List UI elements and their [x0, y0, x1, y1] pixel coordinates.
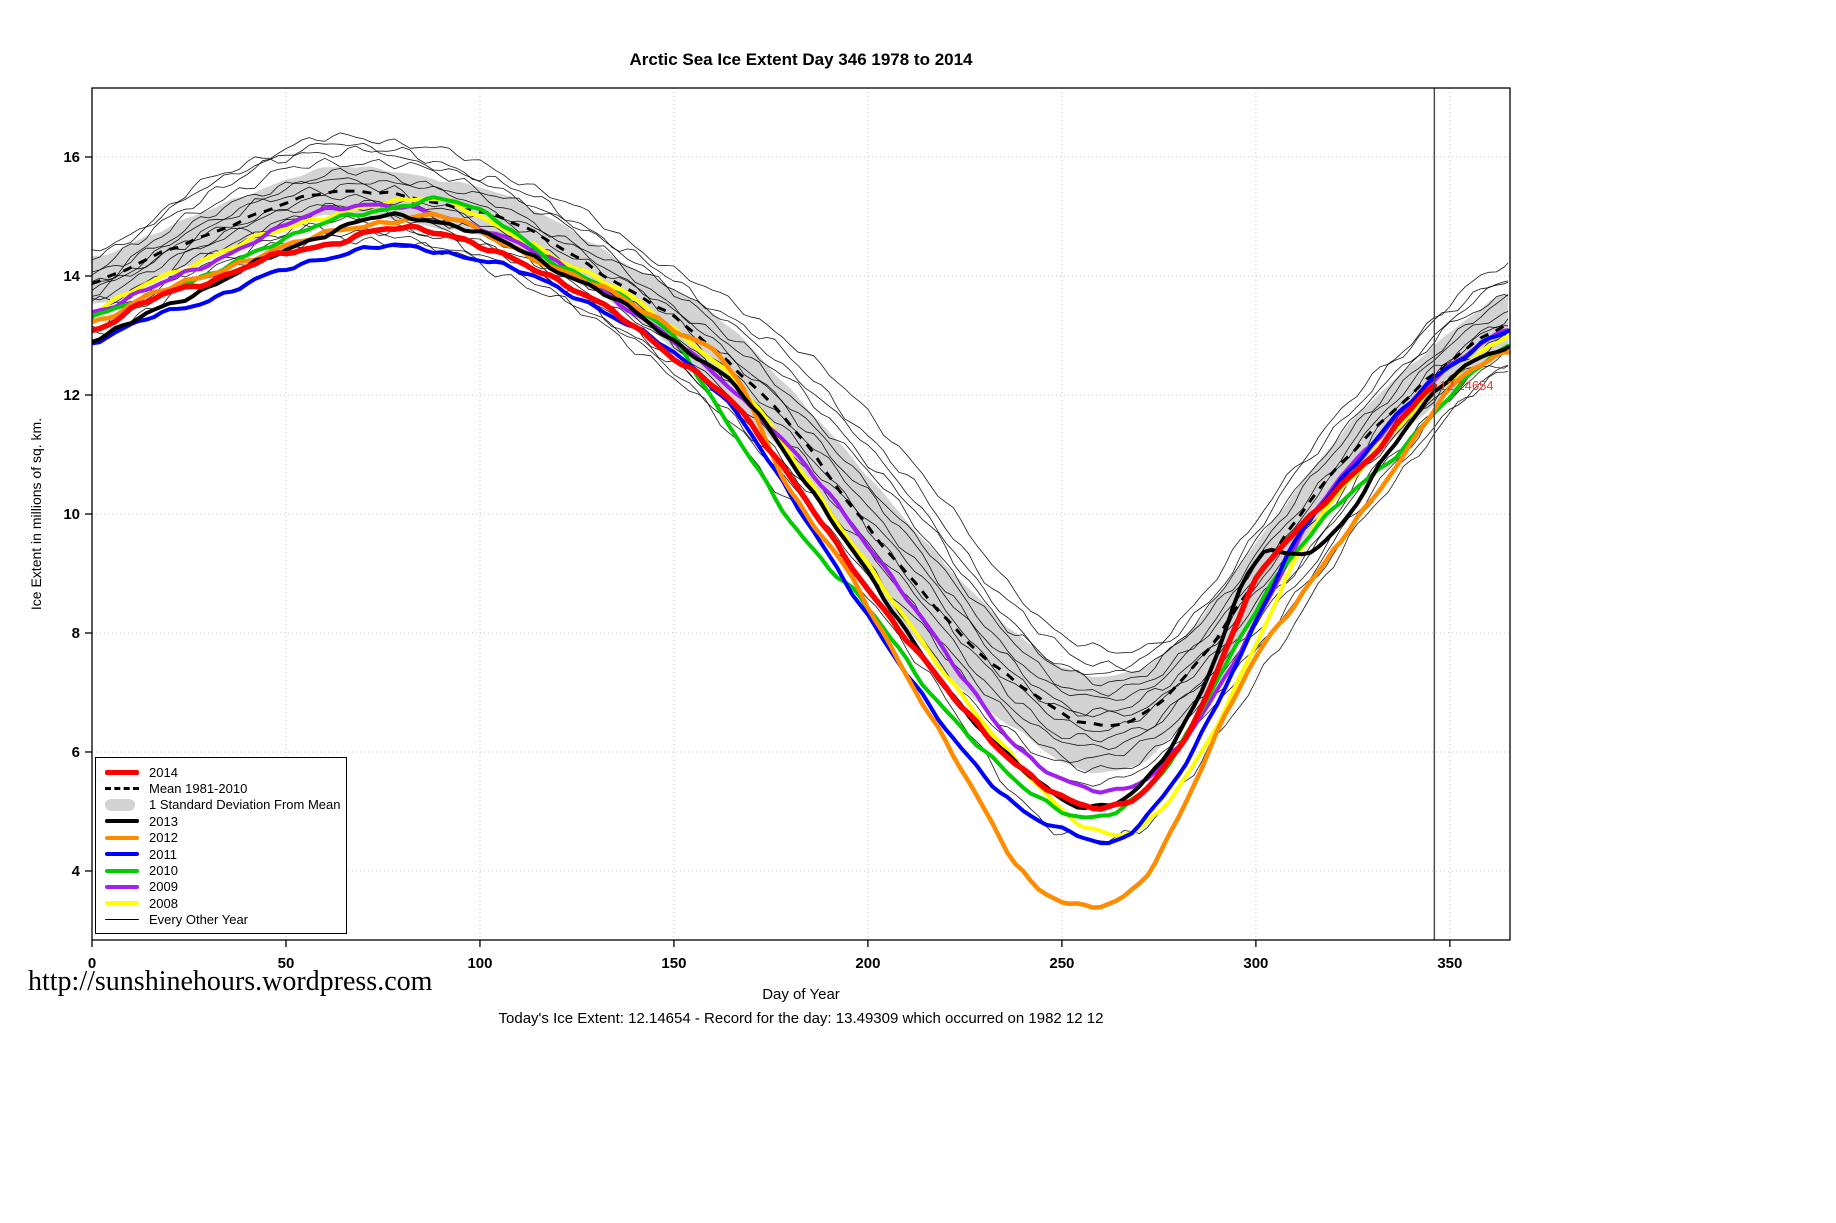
legend-item: Every Other Year [96, 912, 346, 928]
legend-label: 2013 [149, 813, 178, 829]
y-tick-label: 14 [63, 268, 80, 285]
legend-item: 2008 [96, 895, 346, 911]
legend-swatch-icon [105, 769, 145, 775]
x-tick-label: 350 [1437, 955, 1462, 972]
legend-label: 2014 [149, 764, 178, 780]
legend-label: 2012 [149, 830, 178, 846]
legend-item: 2014 [96, 764, 346, 780]
y-tick-label: 6 [72, 744, 80, 761]
today-extent-annotation: 12.14654 [1439, 378, 1493, 393]
legend-swatch-icon [105, 835, 145, 840]
legend-swatch-icon [105, 901, 145, 906]
y-tick-label: 10 [63, 506, 80, 523]
legend-label: Every Other Year [149, 912, 248, 928]
legend-item: 2011 [96, 846, 346, 862]
legend-swatch-icon [105, 919, 145, 921]
legend-label: 1 Standard Deviation From Mean [149, 797, 341, 813]
other-year-line [92, 132, 1509, 654]
x-axis-label: Day of Year [762, 986, 840, 1003]
footer-caption: Today's Ice Extent: 12.14654 - Record fo… [498, 1010, 1104, 1027]
legend-rows: 2014 Mean 1981-2010 1 Standard Deviation F… [96, 764, 346, 928]
series-line-2014 [92, 223, 1438, 812]
y-tick-label: 8 [72, 625, 80, 642]
legend-item: Mean 1981-2010 [96, 780, 346, 796]
y-tick-label: 4 [72, 863, 81, 880]
legend-item: 2013 [96, 813, 346, 829]
x-tick-label: 150 [661, 955, 686, 972]
y-axis-label: Ice Extent in millions of sq. km. [28, 417, 44, 611]
other-year-line [92, 143, 1509, 675]
legend-label: Mean 1981-2010 [149, 781, 248, 797]
other-year-line [92, 168, 1509, 697]
legend-item: 2009 [96, 879, 346, 895]
series-line-2008 [92, 196, 1510, 838]
legend-label: 2009 [149, 879, 178, 895]
x-tick-label: 100 [467, 955, 492, 972]
series-line-2012 [92, 211, 1510, 910]
other-year-line [92, 213, 1509, 750]
legend-swatch-icon [105, 852, 145, 857]
legend-item: 1 Standard Deviation From Mean [96, 797, 346, 813]
x-tick-label: 0 [88, 955, 96, 972]
legend-item: 2012 [96, 830, 346, 846]
other-year-line [92, 157, 1509, 687]
legend-swatch-icon [105, 787, 145, 791]
legend-box: 2014 Mean 1981-2010 1 Standard Deviation F… [95, 757, 347, 934]
source-url-text: http://sunshinehours.wordpress.com [28, 966, 433, 997]
y-tick-label: 16 [63, 149, 80, 166]
legend-label: 2008 [149, 895, 178, 911]
legend-item: 2010 [96, 862, 346, 878]
chart-title: Arctic Sea Ice Extent Day 346 1978 to 20… [629, 50, 973, 69]
x-tick-label: 50 [278, 955, 295, 972]
legend-swatch-icon [105, 798, 145, 811]
other-year-line [92, 145, 1509, 671]
legend-label: 2011 [149, 846, 177, 862]
x-tick-label: 250 [1049, 955, 1074, 972]
series-line-2011 [92, 242, 1510, 846]
y-tick-label: 12 [63, 387, 80, 404]
legend-swatch-icon [105, 884, 145, 889]
series-group [92, 132, 1510, 910]
legend-swatch-icon [105, 868, 145, 873]
x-tick-label: 300 [1243, 955, 1268, 972]
legend-label: 2010 [149, 863, 178, 879]
legend-swatch-icon [105, 819, 145, 824]
x-tick-label: 200 [855, 955, 880, 972]
